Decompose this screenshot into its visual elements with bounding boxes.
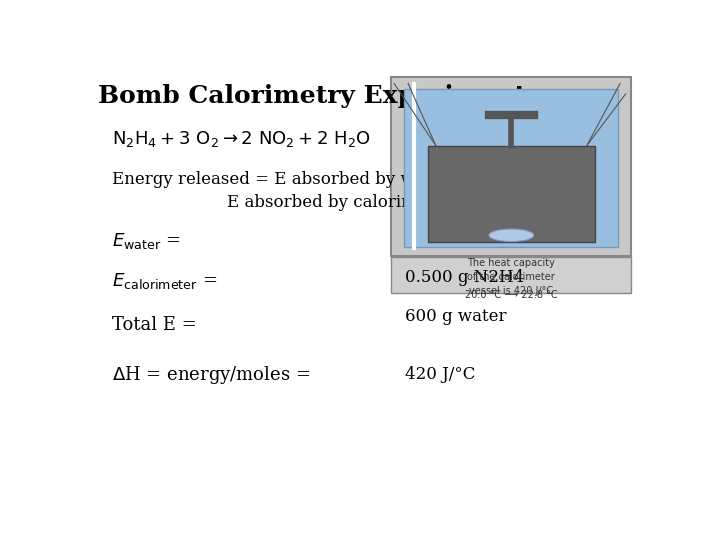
Text: The heat capacity
of the calorimeter
vessel is 420 J/°C: The heat capacity of the calorimeter ves… <box>467 258 555 296</box>
Text: 20.0 °C ⟶ 22.8 °C: 20.0 °C ⟶ 22.8 °C <box>465 290 557 300</box>
Text: 420 J/°C: 420 J/°C <box>405 366 476 383</box>
Text: $E_{\mathrm{water}}$ =: $E_{\mathrm{water}}$ = <box>112 231 181 251</box>
Text: Energy released = E absorbed by water +: Energy released = E absorbed by water + <box>112 171 469 188</box>
Text: $E_{\mathrm{calorimeter}}$ =: $E_{\mathrm{calorimeter}}$ = <box>112 271 217 291</box>
Bar <box>392 77 631 256</box>
Ellipse shape <box>489 229 534 241</box>
Text: Total E =: Total E = <box>112 316 197 334</box>
Bar <box>392 257 631 294</box>
Text: $\Delta$H = energy/moles =: $\Delta$H = energy/moles = <box>112 364 310 386</box>
Text: Bomb Calorimetry Experiment: Bomb Calorimetry Experiment <box>99 84 526 107</box>
Text: E absorbed by calorimeter: E absorbed by calorimeter <box>227 194 451 211</box>
Bar <box>428 146 595 241</box>
Text: 600 g water: 600 g water <box>405 308 507 325</box>
Text: $\mathrm{N_2H_4 + 3\ O_2 \rightarrow 2\ NO_2 + 2\ H_2O}$: $\mathrm{N_2H_4 + 3\ O_2 \rightarrow 2\ … <box>112 129 372 149</box>
Bar <box>404 89 618 246</box>
Text: 0.500 g N2H4: 0.500 g N2H4 <box>405 268 524 286</box>
